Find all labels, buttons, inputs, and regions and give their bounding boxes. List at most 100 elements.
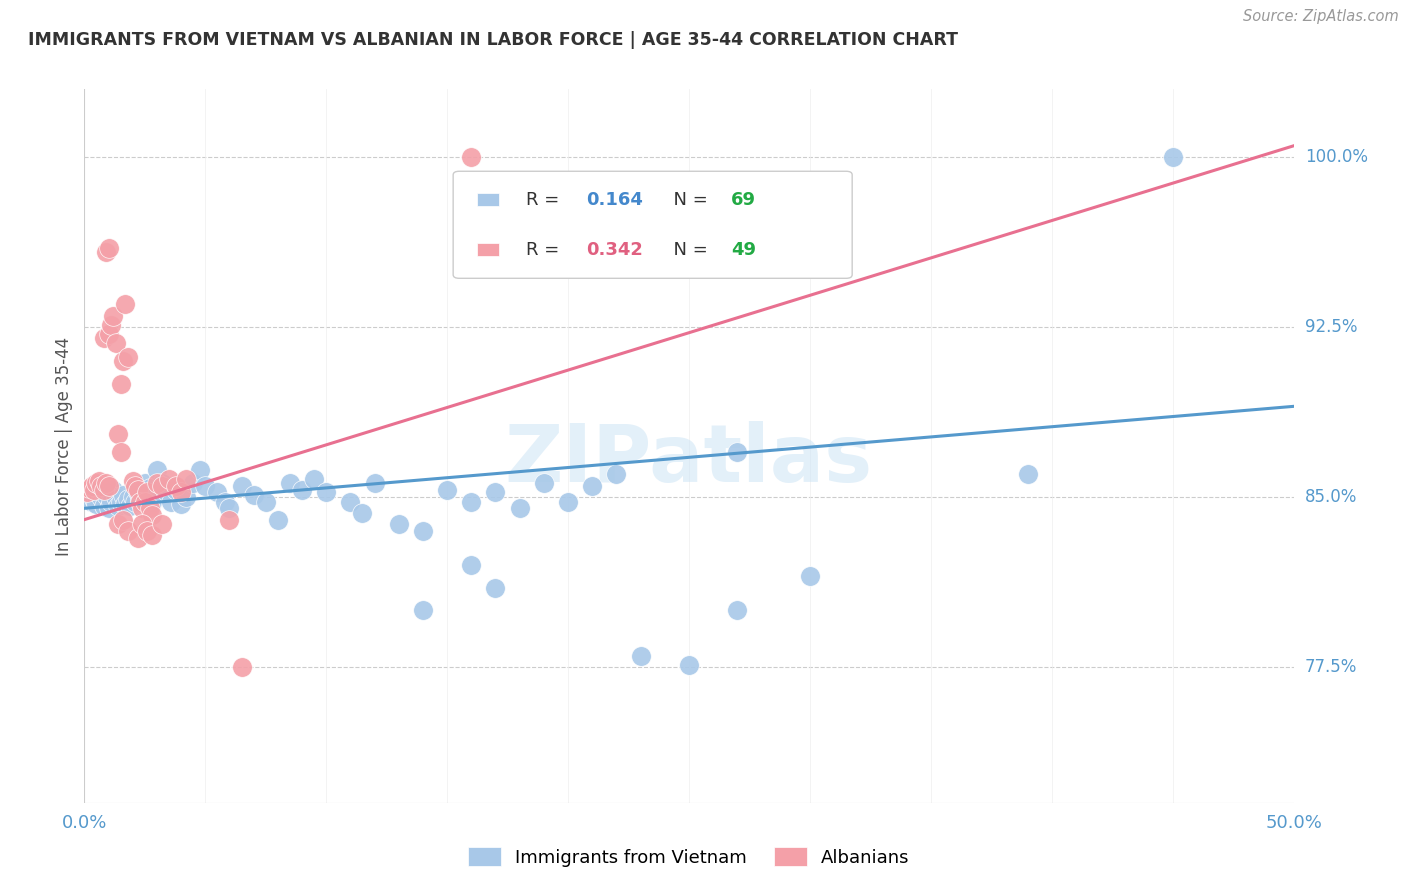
Point	[86, 476, 108, 491]
Legend: Immigrants from Vietnam, Albanians: Immigrants from Vietnam, Albanians	[461, 840, 917, 874]
Point	[155, 485, 177, 500]
Point	[97, 478, 120, 492]
Point	[76, 490, 98, 504]
Point	[127, 485, 149, 500]
Point	[352, 506, 374, 520]
Text: 85.0%: 85.0%	[1305, 488, 1357, 506]
Point	[117, 350, 139, 364]
Point	[484, 485, 506, 500]
Point	[725, 444, 748, 458]
Point	[315, 485, 337, 500]
Point	[93, 499, 115, 513]
Point	[121, 490, 143, 504]
Point	[127, 483, 149, 498]
Point	[181, 476, 204, 491]
Point	[131, 517, 153, 532]
Text: 0.164: 0.164	[586, 191, 643, 209]
Point	[103, 309, 125, 323]
Point	[291, 483, 314, 498]
Point	[112, 354, 135, 368]
Point	[484, 581, 506, 595]
Text: 100.0%: 100.0%	[1305, 148, 1368, 166]
Text: R =: R =	[526, 191, 565, 209]
Text: R =: R =	[526, 241, 565, 259]
Point	[94, 245, 117, 260]
Point	[165, 483, 187, 498]
Point	[107, 499, 129, 513]
Text: 77.5%: 77.5%	[1305, 658, 1357, 676]
Point	[129, 494, 152, 508]
Point	[90, 478, 112, 492]
Point	[363, 476, 385, 491]
Point	[165, 478, 187, 492]
Point	[104, 335, 127, 350]
Point	[302, 472, 325, 486]
Point	[436, 483, 458, 498]
Point	[146, 463, 169, 477]
Point	[157, 472, 180, 486]
Point	[630, 648, 652, 663]
Point	[146, 476, 169, 491]
Point	[214, 494, 236, 508]
Point	[131, 501, 153, 516]
Text: ZIPatlas: ZIPatlas	[505, 421, 873, 500]
Text: 92.5%: 92.5%	[1305, 318, 1357, 336]
Point	[207, 485, 229, 500]
Point	[174, 472, 197, 486]
Point	[103, 483, 125, 498]
Point	[124, 478, 146, 492]
Point	[94, 488, 117, 502]
Point	[138, 481, 160, 495]
Point	[267, 513, 290, 527]
Text: 0.342: 0.342	[586, 241, 643, 259]
Point	[114, 497, 136, 511]
Point	[231, 660, 253, 674]
Point	[678, 657, 700, 672]
Text: N =: N =	[662, 241, 714, 259]
Point	[150, 517, 173, 532]
Point	[107, 517, 129, 532]
Point	[725, 603, 748, 617]
Point	[533, 476, 555, 491]
Point	[117, 492, 139, 507]
Point	[77, 481, 100, 495]
Point	[97, 241, 120, 255]
Point	[93, 483, 115, 498]
Point	[388, 517, 411, 532]
Point	[412, 603, 434, 617]
FancyBboxPatch shape	[453, 171, 852, 278]
Point	[150, 476, 173, 491]
Point	[460, 494, 482, 508]
Point	[823, 241, 845, 255]
Y-axis label: In Labor Force | Age 35-44: In Labor Force | Age 35-44	[55, 336, 73, 556]
Point	[110, 444, 132, 458]
Point	[112, 488, 135, 502]
Point	[77, 488, 100, 502]
Point	[121, 474, 143, 488]
Point	[93, 331, 115, 345]
Point	[124, 494, 146, 508]
Point	[100, 318, 122, 332]
Point	[218, 501, 240, 516]
Point	[190, 463, 212, 477]
Point	[129, 492, 152, 507]
Point	[87, 485, 110, 500]
Point	[242, 488, 264, 502]
Point	[160, 494, 183, 508]
Point	[83, 483, 105, 498]
Point	[117, 524, 139, 538]
Point	[557, 494, 579, 508]
Point	[94, 476, 117, 491]
Point	[104, 490, 127, 504]
Point	[1161, 150, 1184, 164]
Point	[278, 476, 301, 491]
FancyBboxPatch shape	[478, 244, 499, 256]
Point	[112, 513, 135, 527]
Point	[90, 490, 112, 504]
Point	[80, 478, 103, 492]
Point	[86, 497, 108, 511]
Point	[509, 501, 531, 516]
Point	[412, 524, 434, 538]
Point	[127, 531, 149, 545]
Point	[134, 494, 156, 508]
